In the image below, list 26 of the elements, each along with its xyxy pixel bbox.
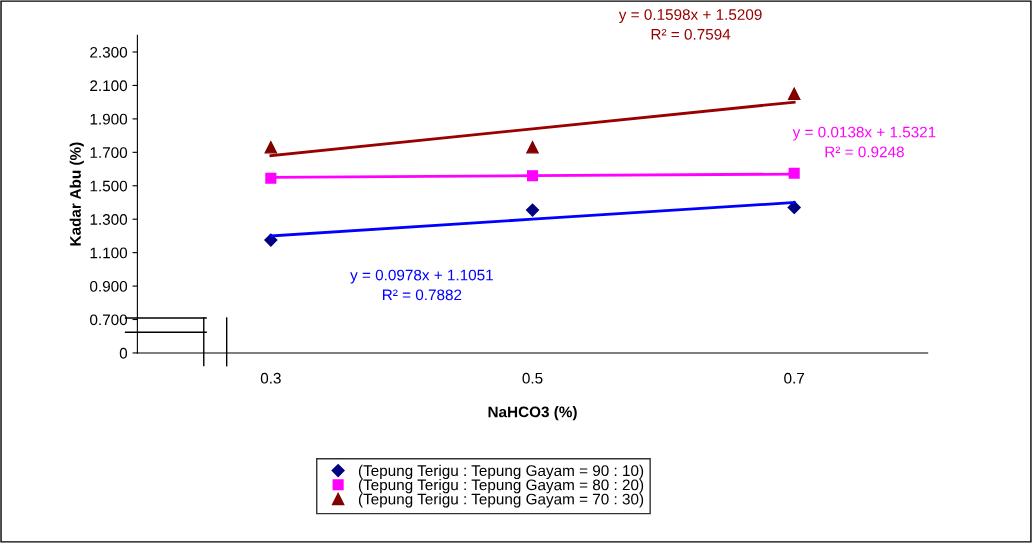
y-tick-label: 2.100 xyxy=(90,80,128,92)
point xyxy=(264,141,278,154)
annotation: y = 0.0978x + 1.1051 R² = 0.7882 xyxy=(350,269,493,301)
y-tick-label: 1.500 xyxy=(90,180,128,192)
annotation: y = 0.0138x + 1.5321 R² = 0.9248 xyxy=(792,126,936,158)
legend-label: (Tepung Terigu : Tepung Gayam = 90 : 10) xyxy=(358,464,644,480)
x-tick-label: 0.3 xyxy=(260,372,281,384)
point xyxy=(787,200,801,215)
point xyxy=(787,87,801,101)
y-tick-label: 1.900 xyxy=(90,113,128,125)
y-tick-label: 1.700 xyxy=(90,147,128,159)
x-tick-label: 0.5 xyxy=(522,372,543,384)
x-axis-title: NaHCO3 (%) xyxy=(488,406,577,421)
x-tick-label: 0.7 xyxy=(784,372,805,384)
y-tick-label: 1.300 xyxy=(90,214,128,225)
legend-label: (Tepung Terigu : Tepung Gayam = 70 : 30) xyxy=(358,493,644,508)
legend-label: (Tepung Terigu : Tepung Gayam = 80 : 20) xyxy=(358,479,644,494)
point xyxy=(526,141,539,154)
y-axis-title: Kadar Abu (%) xyxy=(69,142,84,246)
y-tick-label: 1.100 xyxy=(90,247,128,259)
point xyxy=(525,203,540,217)
y-tick-label: 2.300 xyxy=(90,46,128,58)
annotation: y = 0.1598x + 1.5209 R² = 0.7594 xyxy=(618,9,762,40)
y-tick-label: 0.700 xyxy=(90,314,128,326)
y-tick-label: 0 xyxy=(119,347,128,359)
y-tick-label: 0.900 xyxy=(90,280,128,292)
